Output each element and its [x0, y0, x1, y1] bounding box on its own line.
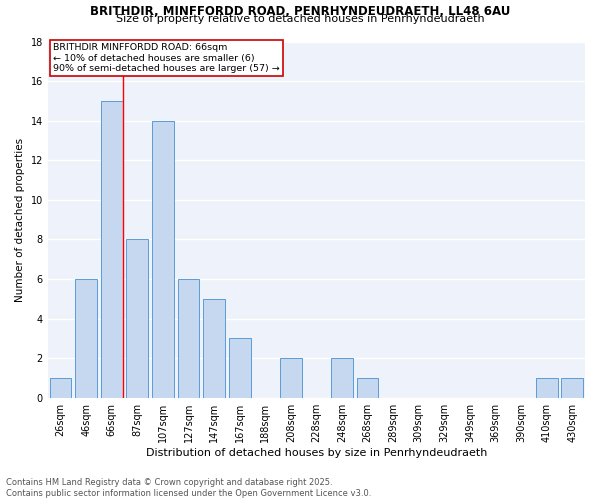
Bar: [229, 338, 251, 398]
Bar: [178, 279, 199, 398]
Text: Size of property relative to detached houses in Penrhyndeudraeth: Size of property relative to detached ho…: [116, 14, 484, 24]
Bar: [331, 358, 353, 398]
Bar: [152, 120, 174, 398]
Text: BRITHDIR, MINFFORDD ROAD, PENRHYNDEUDRAETH, LL48 6AU: BRITHDIR, MINFFORDD ROAD, PENRHYNDEUDRAE…: [90, 5, 510, 18]
Bar: [280, 358, 302, 398]
Bar: [75, 279, 97, 398]
X-axis label: Distribution of detached houses by size in Penrhyndeudraeth: Distribution of detached houses by size …: [146, 448, 487, 458]
Text: Contains HM Land Registry data © Crown copyright and database right 2025.
Contai: Contains HM Land Registry data © Crown c…: [6, 478, 371, 498]
Bar: [356, 378, 379, 398]
Bar: [50, 378, 71, 398]
Text: BRITHDIR MINFFORDD ROAD: 66sqm
← 10% of detached houses are smaller (6)
90% of s: BRITHDIR MINFFORDD ROAD: 66sqm ← 10% of …: [53, 44, 280, 73]
Y-axis label: Number of detached properties: Number of detached properties: [15, 138, 25, 302]
Bar: [536, 378, 557, 398]
Bar: [203, 299, 225, 398]
Bar: [562, 378, 583, 398]
Bar: [127, 240, 148, 398]
Bar: [101, 101, 122, 398]
